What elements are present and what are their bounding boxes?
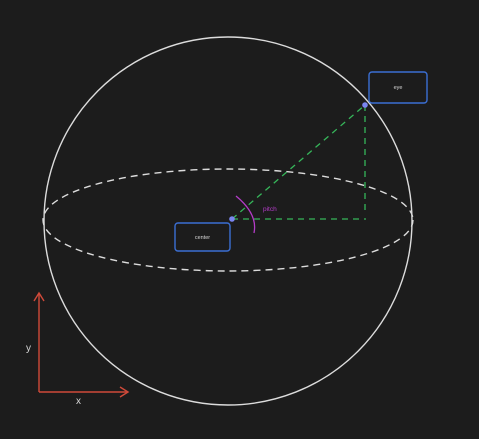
y-axis-label: y — [26, 343, 31, 354]
pitch-label: pitch — [263, 206, 277, 213]
sphere-outline — [43, 36, 413, 406]
equator-ellipse — [42, 168, 414, 272]
x-axis-arrowhead — [119, 386, 130, 398]
center-node-box — [174, 222, 231, 252]
eye-point — [362, 102, 368, 108]
center-node-label: center — [195, 235, 210, 241]
center-to-eye-line — [231, 104, 366, 220]
pitch-angle-arc — [235, 195, 256, 234]
eye-node-box — [368, 71, 428, 104]
y-axis-arrowhead — [33, 291, 45, 302]
center-point — [229, 216, 235, 222]
x-axis-label: x — [76, 396, 81, 407]
eye-node-label: eye — [394, 85, 403, 91]
